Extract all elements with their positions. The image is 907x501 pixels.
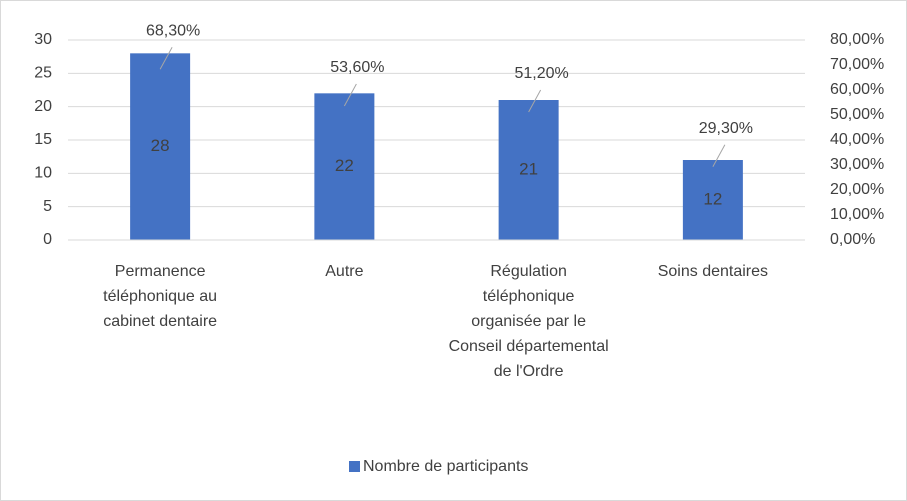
y2-tick-label: 20,00% [830, 181, 884, 198]
y2-tick-label: 10,00% [830, 206, 884, 223]
bar [314, 93, 375, 240]
x-tick-label: Régulation téléphonique organisée par le Co… [449, 263, 609, 380]
leader-line [712, 144, 726, 167]
data-label: 68,30% [146, 22, 200, 39]
leader-line [528, 89, 542, 113]
y2-tick-label: 70,00% [830, 56, 884, 73]
bar [498, 100, 559, 240]
legend-swatch [349, 461, 360, 472]
bar-value-label: 12 [703, 189, 722, 208]
y-tick-label: 15 [34, 131, 52, 148]
bar [130, 53, 191, 241]
y-tick-label: 0 [43, 231, 52, 248]
y2-tick-label: 60,00% [830, 81, 884, 98]
leader-line [343, 83, 357, 107]
y2-tick-label: 80,00% [830, 31, 884, 48]
x-tick-label: Soins dentaires [658, 263, 768, 280]
data-label: 51,20% [514, 65, 568, 82]
data-label: 53,60% [330, 59, 384, 76]
legend-label: Nombre de participants [363, 458, 528, 475]
bar-value-label: 21 [519, 159, 538, 178]
y-tick-label: 20 [34, 98, 52, 115]
bar-value-label: 22 [335, 156, 354, 175]
bar-value-label: 28 [151, 136, 170, 155]
y2-tick-label: 0,00% [830, 231, 875, 248]
y2-tick-label: 30,00% [830, 156, 884, 173]
y-tick-label: 10 [34, 165, 52, 182]
y2-tick-label: 50,00% [830, 106, 884, 123]
x-tick-label: Permanence téléphonique au cabinet dentair… [103, 263, 217, 330]
y-tick-label: 25 [34, 65, 52, 82]
bar [682, 160, 743, 240]
data-label: 29,30% [699, 120, 753, 137]
y-tick-label: 30 [34, 31, 52, 48]
y2-tick-label: 40,00% [830, 131, 884, 148]
x-tick-label: Autre [325, 263, 363, 280]
leader-line [159, 47, 173, 70]
y-tick-label: 5 [43, 198, 52, 215]
